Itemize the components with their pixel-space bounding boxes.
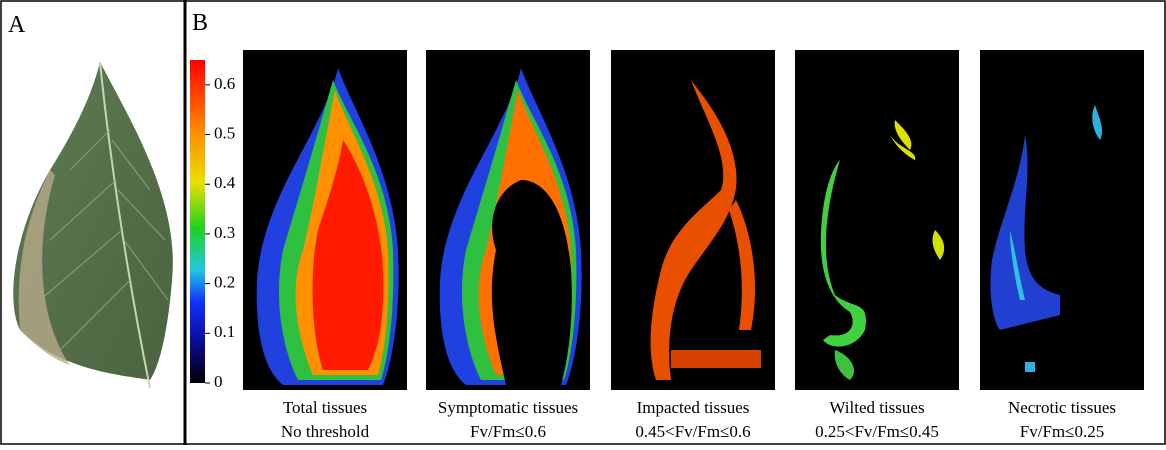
colorbar-tick-label: 0.1 [214, 322, 235, 341]
fluorescence-image [611, 50, 775, 390]
fluorescence-image [795, 50, 959, 390]
fluorescence-image [243, 50, 407, 390]
colorbar-tick-label: 0 [214, 372, 223, 391]
colorbar [190, 60, 205, 383]
image-threshold: Fv/Fm≤0.6 [470, 422, 546, 441]
fluorescence-image [980, 50, 1144, 390]
image-title: Wilted tissues [829, 398, 924, 417]
image-threshold: Fv/Fm≤0.25 [1020, 422, 1104, 441]
image-threshold: 0.45<Fv/Fm≤0.6 [635, 422, 750, 441]
colorbar-tick-label: 0.3 [214, 223, 235, 242]
colorbar-tick-label: 0.6 [214, 74, 235, 93]
image-threshold: 0.25<Fv/Fm≤0.45 [815, 422, 939, 441]
image-title: Symptomatic tissues [438, 398, 578, 417]
leaf-photo [13, 61, 173, 389]
image-title: Total tissues [283, 398, 367, 417]
image-title: Impacted tissues [637, 398, 750, 417]
colorbar-tick-label: 0.5 [214, 123, 235, 142]
colorbar-tick-label: 0.2 [214, 273, 235, 292]
fluorescence-image [426, 50, 590, 390]
image-threshold: No threshold [281, 422, 370, 441]
image-title: Necrotic tissues [1008, 398, 1116, 417]
panel-label: A [8, 12, 26, 38]
colorbar-tick-label: 0.4 [214, 173, 236, 192]
panel-label: B [192, 10, 208, 36]
